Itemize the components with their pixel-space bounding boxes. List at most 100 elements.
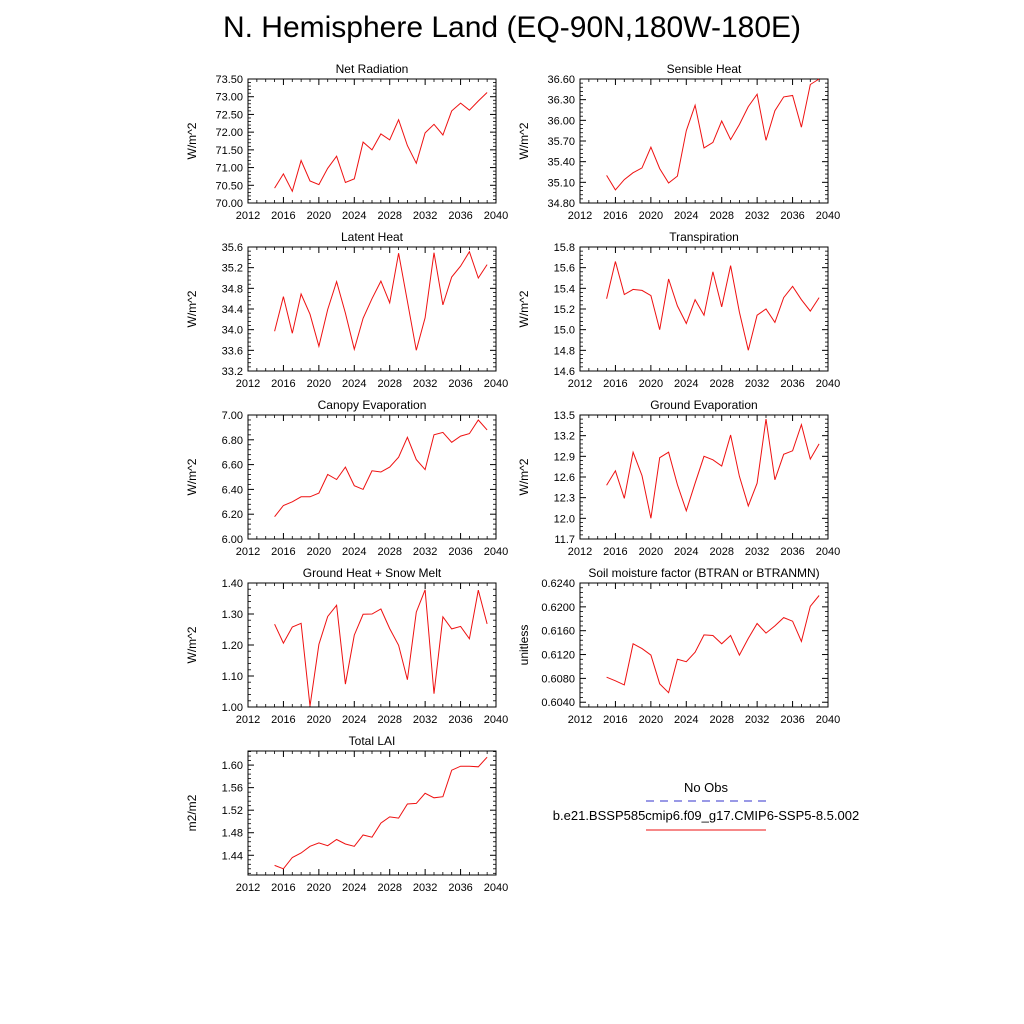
panel-net-radiation: Net Radiation 2012 2016 2020 2024 2028 2032 203… [185, 62, 508, 222]
x-tick-label: 2020 [307, 210, 331, 222]
plot-frame [247, 414, 497, 540]
plot-frame [247, 750, 497, 876]
y-tick-label: 34.0 [222, 325, 243, 337]
y-tick-label: 6.00 [222, 534, 243, 546]
x-tick-label: 2016 [603, 546, 627, 558]
x-tick-label: 2040 [816, 714, 840, 726]
y-tick-label: 36.00 [547, 115, 575, 127]
x-tick-label: 2032 [413, 882, 437, 894]
y-axis-label: W/m^2 [517, 458, 531, 495]
y-tick-label: 0.6080 [541, 673, 575, 685]
x-tick-label: 2036 [780, 210, 804, 222]
panel-title: Transpiration [669, 230, 739, 244]
x-tick-label: 2012 [236, 210, 260, 222]
x-tick-label: 2012 [236, 882, 260, 894]
y-tick-label: 1.00 [222, 702, 243, 714]
x-tick-label: 2012 [568, 714, 592, 726]
plot-frame [579, 246, 829, 372]
x-tick-label: 2032 [413, 546, 437, 558]
panel-title: Sensible Heat [667, 62, 742, 76]
x-tick-label: 2040 [816, 210, 840, 222]
y-tick-label: 0.6120 [541, 650, 575, 662]
x-tick-label: 2028 [709, 546, 733, 558]
y-tick-label: 72.00 [215, 127, 243, 139]
y-tick-label: 35.40 [547, 157, 575, 169]
x-tick-label: 2024 [342, 882, 366, 894]
x-tick-label: 2032 [745, 210, 769, 222]
y-tick-label: 35.6 [222, 242, 243, 254]
plot-frame [579, 78, 829, 204]
x-tick-label: 2040 [484, 546, 508, 558]
y-axis-label: W/m^2 [185, 458, 199, 495]
y-tick-label: 13.2 [554, 431, 575, 443]
x-tick-label: 2012 [236, 714, 260, 726]
x-tick-label: 2012 [236, 378, 260, 390]
panel-soil-moisture-factor-btran-or-btranmn: Soil moisture factor (BTRAN or BTRANMN) 2… [517, 566, 840, 726]
y-tick-label: 12.0 [554, 513, 575, 525]
x-tick-label: 2028 [377, 210, 401, 222]
plot-frame [247, 246, 497, 372]
panel-ground-evaporation: Ground Evaporation 2012 2016 2020 2024 2028 20… [517, 398, 840, 558]
y-tick-label: 15.4 [554, 283, 575, 295]
figure-title: N. Hemisphere Land (EQ-90N,180W-180E) [222, 11, 802, 44]
legend-label-no-obs: No Obs [684, 780, 729, 795]
series-line [274, 589, 488, 707]
y-tick-label: 1.48 [222, 828, 243, 840]
x-tick-label: 2024 [342, 378, 366, 390]
panel-title: Net Radiation [336, 62, 409, 76]
y-axis-label: W/m^2 [517, 122, 531, 159]
panel-sensible-heat: Sensible Heat 2012 2016 2020 2024 2028 2032 203… [517, 62, 840, 222]
x-tick-label: 2040 [484, 714, 508, 726]
x-tick-label: 2016 [603, 378, 627, 390]
x-tick-label: 2040 [816, 546, 840, 558]
y-tick-label: 73.50 [215, 74, 243, 86]
plot-frame [579, 582, 829, 708]
x-tick-label: 2028 [709, 714, 733, 726]
series-line [606, 419, 820, 519]
y-tick-label: 11.7 [554, 534, 575, 546]
x-tick-label: 2040 [484, 882, 508, 894]
panel-ground-heat-snow-melt: Ground Heat + Snow Melt 2012 2016 2020 2024 2… [185, 566, 508, 726]
y-tick-label: 1.52 [222, 805, 243, 817]
y-tick-label: 70.00 [215, 198, 243, 210]
y-tick-label: 15.8 [554, 242, 575, 254]
series-line [274, 756, 488, 870]
y-tick-label: 14.6 [554, 366, 575, 378]
x-tick-label: 2028 [709, 378, 733, 390]
y-tick-label: 15.0 [554, 325, 575, 337]
x-tick-label: 2020 [307, 882, 331, 894]
y-tick-label: 6.40 [222, 484, 243, 496]
y-tick-label: 13.5 [554, 410, 575, 422]
y-tick-label: 36.30 [547, 95, 575, 107]
plot-frame [247, 78, 497, 204]
x-tick-label: 2036 [780, 546, 804, 558]
y-tick-label: 14.8 [554, 345, 575, 357]
y-tick-label: 6.20 [222, 509, 243, 521]
y-tick-label: 73.00 [215, 92, 243, 104]
y-tick-label: 12.9 [554, 451, 575, 463]
y-tick-label: 72.50 [215, 109, 243, 121]
y-tick-label: 71.00 [215, 163, 243, 175]
y-axis-label: W/m^2 [185, 122, 199, 159]
x-tick-label: 2016 [603, 714, 627, 726]
x-tick-label: 2036 [448, 714, 472, 726]
y-tick-label: 1.44 [222, 850, 243, 862]
y-tick-label: 33.2 [222, 366, 243, 378]
x-tick-label: 2036 [448, 378, 472, 390]
x-tick-label: 2032 [413, 714, 437, 726]
panel-title: Ground Evaporation [650, 398, 757, 412]
series-line [606, 261, 820, 351]
x-tick-label: 2036 [448, 210, 472, 222]
x-tick-label: 2020 [307, 714, 331, 726]
y-tick-label: 34.80 [547, 198, 575, 210]
panel-title: Ground Heat + Snow Melt [303, 566, 442, 580]
panel-canopy-evaporation: Canopy Evaporation 2012 2016 2020 2024 2028 20… [185, 398, 508, 558]
x-tick-label: 2036 [448, 546, 472, 558]
y-tick-label: 0.6200 [541, 602, 575, 614]
y-axis-label: W/m^2 [185, 290, 199, 327]
x-tick-label: 2024 [674, 546, 698, 558]
x-tick-label: 2016 [271, 546, 295, 558]
x-tick-label: 2024 [342, 546, 366, 558]
x-tick-label: 2028 [377, 882, 401, 894]
